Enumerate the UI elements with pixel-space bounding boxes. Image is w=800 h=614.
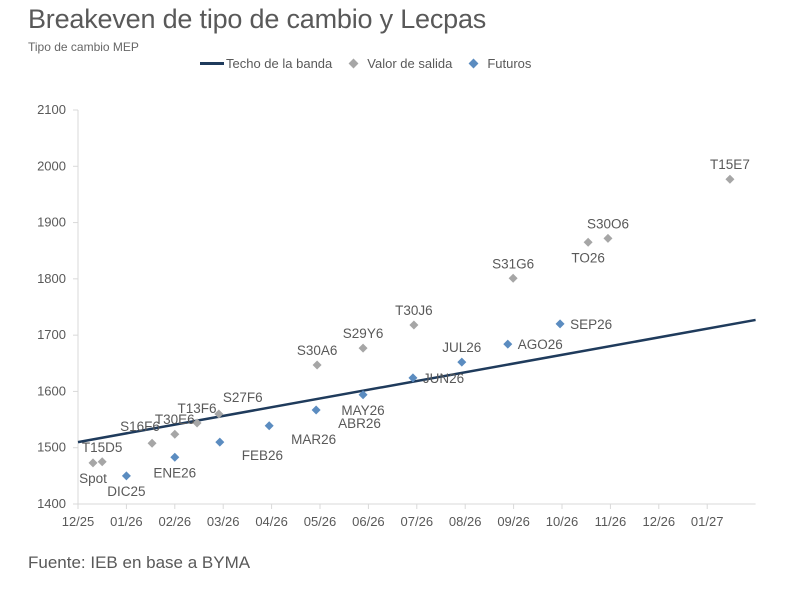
y-tick-label: 2000 <box>37 158 66 173</box>
y-tick-label: 1700 <box>37 327 66 342</box>
data-point-ago26 <box>503 339 513 349</box>
data-label-feb26: FEB26 <box>242 448 283 463</box>
data-label-jun26: JUN26 <box>423 371 464 386</box>
marks <box>77 174 756 481</box>
data-point-feb26 <box>215 437 225 447</box>
data-point-mar26 <box>264 421 274 431</box>
x-tick-label: 12/26 <box>643 514 676 529</box>
data-label-sep26: SEP26 <box>570 317 612 332</box>
data-point-s16f6 <box>147 438 157 448</box>
x-tick-label: 04/26 <box>255 514 288 529</box>
data-point-spot <box>88 458 98 468</box>
data-point-t13f6 <box>192 418 202 428</box>
data-point-s30o6 <box>603 233 613 243</box>
chart-title: Breakeven de tipo de cambio y Lecpas <box>28 4 487 34</box>
data-label-t15d5: T15D5 <box>82 440 123 455</box>
data-label-s31g6: S31G6 <box>492 256 534 271</box>
y-tick-label: 1600 <box>37 383 66 398</box>
data-point-s30a6 <box>312 360 322 370</box>
data-label-s27f6: S27F6 <box>223 390 263 405</box>
data-point-s27f6 <box>214 409 224 419</box>
data-label-abr26: ABR26 <box>338 416 381 431</box>
data-point-ene26 <box>170 452 180 462</box>
x-tick-label: 10/26 <box>546 514 579 529</box>
data-point-abr26 <box>311 405 321 415</box>
x-tick-label: 02/26 <box>159 514 192 529</box>
legend-item-valor-salida: Valor de salida <box>346 56 452 71</box>
data-point-t15e7 <box>725 174 735 184</box>
data-label-ago26: AGO26 <box>518 337 563 352</box>
data-label-s30o6: S30O6 <box>587 216 629 231</box>
x-tick-label: 01/27 <box>691 514 724 529</box>
x-tick-label: 06/26 <box>352 514 385 529</box>
legend-item-futuros: Futuros <box>466 56 531 71</box>
legend-label-techo: Techo de la banda <box>226 56 333 71</box>
data-label-spot: Spot <box>79 471 107 486</box>
data-point-s29y6 <box>358 343 368 353</box>
y-tick-label: 1500 <box>37 440 66 455</box>
y-tick-label: 1400 <box>37 496 66 511</box>
data-label-t13f6: T13F6 <box>178 401 217 416</box>
data-label-s16f6: S16F6 <box>120 419 160 434</box>
data-point-may26 <box>358 390 368 400</box>
data-point-t30j6 <box>409 320 419 330</box>
axes: 1400 1500 1600 1700 1800 1900 2000 2100 12/25 01/… <box>37 102 756 529</box>
data-point-s31g6 <box>508 273 518 283</box>
legend-item-techo: Techo de la banda <box>200 56 332 71</box>
data-point-t15d5 <box>97 457 107 467</box>
x-tick-label: 08/26 <box>449 514 482 529</box>
data-point-jun26 <box>408 373 418 383</box>
data-label-to26: TO26 <box>571 250 605 265</box>
x-tick-label: 09/26 <box>497 514 530 529</box>
data-label-t30j6: T30J6 <box>395 303 433 318</box>
x-tick-label: 11/26 <box>595 514 627 529</box>
legend-line-icon <box>200 62 224 65</box>
x-tick-label: 01/26 <box>110 514 143 529</box>
x-tick-label: 05/26 <box>304 514 337 529</box>
legend-label-valor-salida: Valor de salida <box>367 56 453 71</box>
legend-label-futuros: Futuros <box>487 56 532 71</box>
data-point-dic25 <box>121 471 131 481</box>
y-tick-label: 1900 <box>37 215 66 230</box>
data-point-jul26 <box>457 357 467 367</box>
data-label-jul26: JUL26 <box>442 340 481 355</box>
data-label-t30e6: T30E6 <box>155 412 195 427</box>
y-tick-label: 1800 <box>37 271 66 286</box>
x-tick-label: 12/25 <box>62 514 95 529</box>
data-point-sep26 <box>555 319 565 329</box>
x-tick-label: 03/26 <box>207 514 240 529</box>
chart-legend: Techo de la banda Valor de salida Futuro… <box>200 56 545 71</box>
data-label-may26: MAY26 <box>341 403 384 418</box>
data-point-t30e6 <box>170 429 180 439</box>
data-label-ene26: ENE26 <box>153 465 196 480</box>
y-tick-label: 2100 <box>37 102 66 117</box>
band-ceiling-line <box>77 318 756 444</box>
data-label-s29y6: S29Y6 <box>343 326 384 341</box>
data-label-s30a6: S30A6 <box>297 343 338 358</box>
data-label-mar26: MAR26 <box>291 432 336 447</box>
chart-source: Fuente: IEB en base a BYMA <box>28 553 251 572</box>
chart-subtitle: Tipo de cambio MEP <box>28 40 139 54</box>
x-tick-label: 07/26 <box>401 514 434 529</box>
data-label-t15e7: T15E7 <box>710 157 750 172</box>
data-label-dic25: DIC25 <box>107 484 145 499</box>
data-point-to26 <box>583 237 593 247</box>
